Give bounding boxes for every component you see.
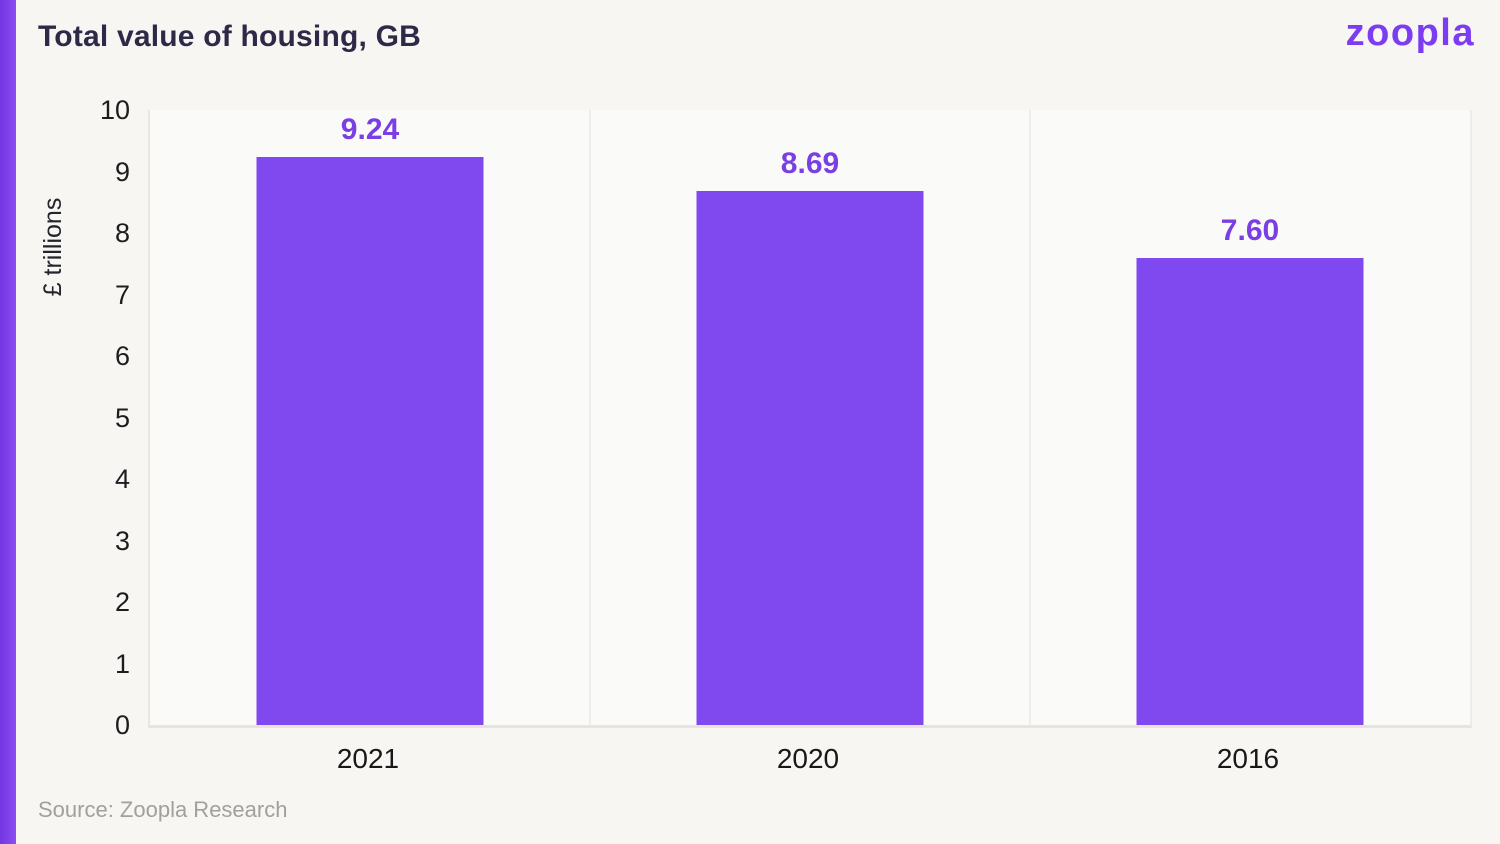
zoopla-logo: zoopla	[1345, 12, 1475, 54]
source-note: Source: Zoopla Research	[38, 797, 288, 822]
y-tick-label: 3	[114, 525, 130, 556]
bar-value-label: 9.24	[340, 112, 400, 146]
chart-title: Total value of housing, GB	[38, 20, 421, 53]
y-tick-label: 10	[99, 95, 130, 125]
bar-2020	[696, 190, 924, 725]
x-tick-label: 2021	[336, 743, 400, 774]
y-tick-label: 0	[114, 710, 130, 740]
category-gridline	[1028, 110, 1031, 725]
y-tick-label: 4	[114, 464, 130, 494]
bar-cell-2021: 9.24	[150, 110, 590, 725]
y-tick-label: 5	[114, 402, 130, 433]
bar-value-label: 7.60	[1220, 213, 1280, 247]
bar-value-label: 8.69	[780, 146, 840, 180]
y-tick-label: 7	[114, 279, 130, 310]
plot-area: 9.24 8.69 7.60	[148, 110, 1472, 728]
x-tick-label: 2016	[1216, 743, 1280, 774]
bar-cell-2016: 7.60	[1030, 110, 1470, 725]
category-gridline	[588, 110, 591, 725]
accent-stripe	[0, 0, 16, 844]
y-tick-label: 1	[114, 648, 130, 679]
bar-2016	[1136, 257, 1364, 725]
y-tick-label: 9	[114, 156, 130, 187]
x-axis-labels: 2021 2020 2016	[148, 743, 1468, 775]
y-tick-label: 8	[114, 218, 130, 248]
y-tick-label: 6	[114, 341, 130, 371]
bar-cell-2020: 8.69	[590, 110, 1030, 725]
bar-2021	[256, 156, 484, 725]
x-tick-label: 2020	[776, 743, 840, 774]
y-tick-label: 2	[114, 587, 130, 617]
